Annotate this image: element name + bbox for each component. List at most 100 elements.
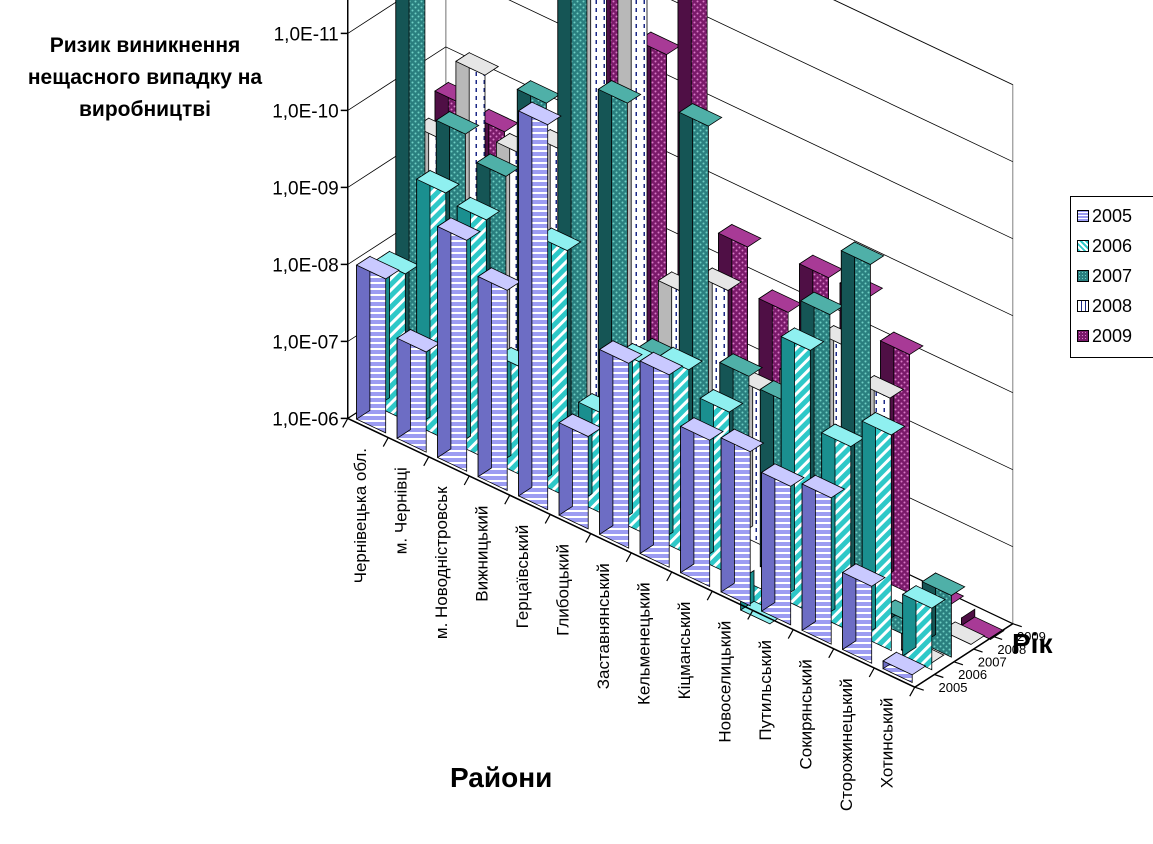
z-tick xyxy=(973,648,983,653)
x-axis: Чернівецька обл. м. Чернівці м. Новодністр… xyxy=(342,417,916,811)
bar-side xyxy=(437,217,452,459)
bar-top xyxy=(780,327,825,351)
bar xyxy=(901,584,946,671)
x-tick xyxy=(666,571,673,582)
bar-side xyxy=(477,267,492,478)
x-tick xyxy=(868,667,875,678)
z-tick-label: 2009 xyxy=(1017,629,1046,644)
y-tick-label: 1,0E-07 xyxy=(272,332,339,353)
z-tick xyxy=(992,635,1003,640)
bar-top xyxy=(717,224,762,248)
legend-item: 2009 xyxy=(1077,321,1153,351)
bar-side xyxy=(558,413,573,516)
x-tick xyxy=(909,686,916,697)
bar-side xyxy=(680,416,695,574)
x-tick-label: Глибоцький xyxy=(554,544,573,636)
z-tick-label: 2006 xyxy=(958,667,987,682)
z-tick-label: 2005 xyxy=(939,680,968,695)
z-tick xyxy=(914,686,924,691)
legend-label: 2006 xyxy=(1092,235,1133,256)
x-tick-label: Герцаївський xyxy=(513,525,532,629)
x-tick xyxy=(504,494,511,505)
gridline xyxy=(347,46,1013,317)
bar-side xyxy=(518,101,533,497)
x-tick xyxy=(423,456,430,467)
y-tick-label: 1,0E-10 xyxy=(272,101,339,122)
x-tick-label: Кельменецький xyxy=(635,582,654,705)
bar-top xyxy=(718,353,764,377)
z-tick xyxy=(934,673,944,679)
y-tick-label: 1,0E-06 xyxy=(272,409,339,430)
bar-side xyxy=(720,428,735,593)
bar-top xyxy=(597,80,642,104)
bar xyxy=(760,463,805,626)
z-tick xyxy=(953,661,964,666)
legend-label: 2007 xyxy=(1092,265,1133,286)
y-axis-title: Ризик виникнення нещасного випадку на ви… xyxy=(27,34,263,121)
gridline xyxy=(670,0,1013,163)
bar-top xyxy=(436,217,481,241)
bar xyxy=(436,217,481,472)
x-tick-label: м. Новодністровськ xyxy=(432,486,451,639)
bar xyxy=(558,413,603,530)
legend-item: 2008 xyxy=(1077,291,1153,321)
legend-label: 2008 xyxy=(1092,295,1133,316)
bar-top xyxy=(678,103,723,127)
legend-swatch xyxy=(1077,300,1089,312)
bar xyxy=(679,416,724,588)
x-tick xyxy=(342,418,349,428)
x-tick-label: м. Чернівці xyxy=(392,467,411,554)
legend-item: 2006 xyxy=(1077,231,1153,261)
bar xyxy=(882,651,927,684)
bar-top xyxy=(921,572,966,596)
bar-top xyxy=(882,651,927,676)
bar-top xyxy=(455,52,500,76)
x-tick xyxy=(828,648,835,659)
bar xyxy=(639,351,684,568)
gridline xyxy=(347,0,1013,240)
legend-swatch xyxy=(1077,240,1089,252)
bar-top xyxy=(517,101,562,126)
x-axis-title: Райони xyxy=(450,762,553,793)
bar xyxy=(477,267,522,492)
bar-top xyxy=(456,196,501,221)
x-tick xyxy=(787,629,794,639)
x-tick-label: Новоселицький xyxy=(716,621,735,743)
x-tick xyxy=(747,610,754,620)
z-tick xyxy=(1012,623,1022,628)
bar-top xyxy=(639,351,684,376)
bar-top xyxy=(760,463,805,487)
x-tick xyxy=(585,533,592,543)
legend-label: 2009 xyxy=(1092,325,1133,346)
bar-side xyxy=(356,255,371,420)
x-tick-label: Вижницький xyxy=(473,506,492,602)
bar-top xyxy=(801,474,846,499)
x-tick xyxy=(544,514,551,524)
legend-swatch xyxy=(1077,270,1089,282)
x-tick-label: Кіцманський xyxy=(675,602,694,700)
bar-top xyxy=(901,585,946,609)
x-tick xyxy=(625,552,632,563)
bars xyxy=(355,0,1005,684)
bar-side xyxy=(801,474,816,632)
z-tick-label: 2008 xyxy=(997,642,1026,657)
bar-side xyxy=(639,351,654,555)
bar-top xyxy=(861,412,906,436)
x-tick xyxy=(382,437,389,447)
bar-top xyxy=(355,255,400,280)
z-axis-title: Рік xyxy=(1012,628,1053,659)
bar-top xyxy=(679,417,724,441)
y-tick-label: 1,0E-09 xyxy=(272,178,339,199)
bar xyxy=(960,608,1005,641)
bar-side xyxy=(761,463,776,612)
legend-item: 2007 xyxy=(1077,261,1153,291)
y-axis: 1,0E-131,0E-121,0E-111,0E-101,0E-091,0E-… xyxy=(272,0,349,430)
bar xyxy=(720,428,765,607)
legend-swatch xyxy=(1077,330,1089,342)
x-tick-label: Чернівецька обл. xyxy=(351,448,370,583)
bar xyxy=(841,563,886,664)
x-tick-label: Сторожинецький xyxy=(837,678,856,811)
bar-side xyxy=(599,340,614,536)
legend-swatch xyxy=(1077,210,1089,222)
